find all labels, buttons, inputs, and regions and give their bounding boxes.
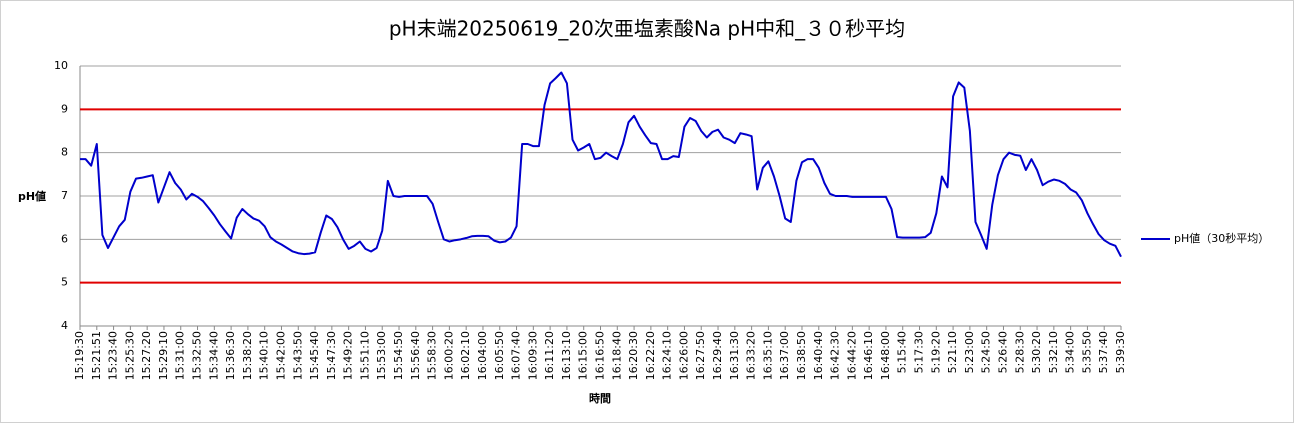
x-tick-label: 15:27:20 — [140, 331, 153, 380]
x-tick-label: 15:47:30 — [325, 331, 338, 380]
x-tick-label: 16:09:30 — [526, 331, 539, 380]
x-tick-label: 15:53:00 — [375, 331, 388, 380]
x-tick-label: 16:24:10 — [661, 331, 674, 380]
x-tick-label: 16:13:10 — [560, 331, 573, 380]
x-tick-label: 5:23:00 — [963, 331, 976, 373]
x-tick-label: 16:16:50 — [594, 331, 607, 380]
x-tick-label: 15:19:30 — [73, 331, 86, 380]
y-tick-label: 9 — [61, 102, 68, 115]
x-tick-label: 15:49:20 — [342, 331, 355, 380]
x-tick-label: 5:30:20 — [1030, 331, 1043, 373]
x-tick-label: 5:28:30 — [1013, 331, 1026, 373]
x-tick-label: 16:42:30 — [829, 331, 842, 380]
x-tick-label: 15:21:51 — [90, 331, 103, 380]
y-tick-label: 7 — [61, 189, 68, 202]
y-tick-label: 4 — [61, 319, 68, 332]
x-tick-label: 5:34:00 — [1064, 331, 1077, 373]
x-tick-label: 5:35:50 — [1080, 331, 1093, 373]
x-tick-label: 15:31:00 — [174, 331, 187, 380]
x-tick-label: 16:04:00 — [476, 331, 489, 380]
x-tick-label: 15:58:30 — [426, 331, 439, 380]
y-axis-label: pH値 — [18, 189, 46, 203]
x-tick-label: 16:26:00 — [677, 331, 690, 380]
x-tick-label: 16:35:10 — [761, 331, 774, 380]
x-tick-label: 16:20:30 — [627, 331, 640, 380]
y-tick-label: 8 — [61, 146, 68, 159]
data-line — [80, 71, 1122, 258]
x-tick-label: 16:27:50 — [694, 331, 707, 380]
x-tick-label: 16:00:20 — [442, 331, 455, 380]
x-tick-label: 16:05:50 — [493, 331, 506, 380]
x-tick-label: 16:22:20 — [644, 331, 657, 380]
x-tick-label: 5:19:20 — [929, 331, 942, 373]
x-tick-label: 16:48:00 — [879, 331, 892, 380]
x-tick-label: 16:15:00 — [577, 331, 590, 380]
legend-label: pH値（30秒平均） — [1174, 231, 1269, 245]
x-tick-label: 15:42:00 — [274, 331, 287, 380]
x-tick-label: 15:56:40 — [409, 331, 422, 380]
chart-title: pH末端20250619_20次亜塩素酸Na pH中和_３０秒平均 — [389, 17, 905, 41]
x-tick-label: 15:36:30 — [224, 331, 237, 380]
x-tick-label: 5:15:40 — [896, 331, 909, 373]
x-tick-label: 15:51:10 — [358, 331, 371, 380]
x-tick-label: 16:18:40 — [610, 331, 623, 380]
x-tick-label: 16:46:10 — [862, 331, 875, 380]
x-tick-label: 16:33:20 — [745, 331, 758, 380]
x-tick-label: 16:31:30 — [728, 331, 741, 380]
x-tick-label: 16:37:00 — [778, 331, 791, 380]
x-tick-label: 5:21:10 — [946, 331, 959, 373]
x-tick-label: 15:32:50 — [191, 331, 204, 380]
x-tick-label: 5:37:40 — [1097, 331, 1110, 373]
x-tick-label: 5:17:30 — [913, 331, 926, 373]
x-tick-label: 15:54:50 — [392, 331, 405, 380]
x-tick-label: 5:26:40 — [996, 331, 1009, 373]
x-tick-label: 16:40:40 — [812, 331, 825, 380]
x-tick-label: 15:40:10 — [258, 331, 271, 380]
x-tick-label: 5:39:30 — [1114, 331, 1127, 373]
x-axis-label: 時間 — [589, 391, 611, 405]
x-tick-label: 16:29:40 — [711, 331, 724, 380]
x-tick-label: 5:24:50 — [980, 331, 993, 373]
x-tick-label: 16:07:40 — [510, 331, 523, 380]
x-tick-label: 15:29:10 — [157, 331, 170, 380]
x-tick-label: 16:38:50 — [795, 331, 808, 380]
y-tick-label: 10 — [54, 59, 68, 72]
x-tick-label: 15:34:40 — [207, 331, 220, 380]
x-tick-label: 15:45:40 — [308, 331, 321, 380]
x-tick-label: 15:25:30 — [123, 331, 136, 380]
x-tick-label: 16:02:10 — [459, 331, 472, 380]
x-tick-label: 15:23:40 — [107, 331, 120, 380]
x-tick-label: 15:38:20 — [241, 331, 254, 380]
x-tick-label: 15:43:50 — [291, 331, 304, 380]
x-tick-label: 5:32:10 — [1047, 331, 1060, 373]
x-tick-label: 16:11:20 — [543, 331, 556, 380]
y-tick-label: 5 — [61, 276, 68, 289]
x-tick-label: 16:44:20 — [845, 331, 858, 380]
y-tick-label: 6 — [61, 232, 68, 245]
